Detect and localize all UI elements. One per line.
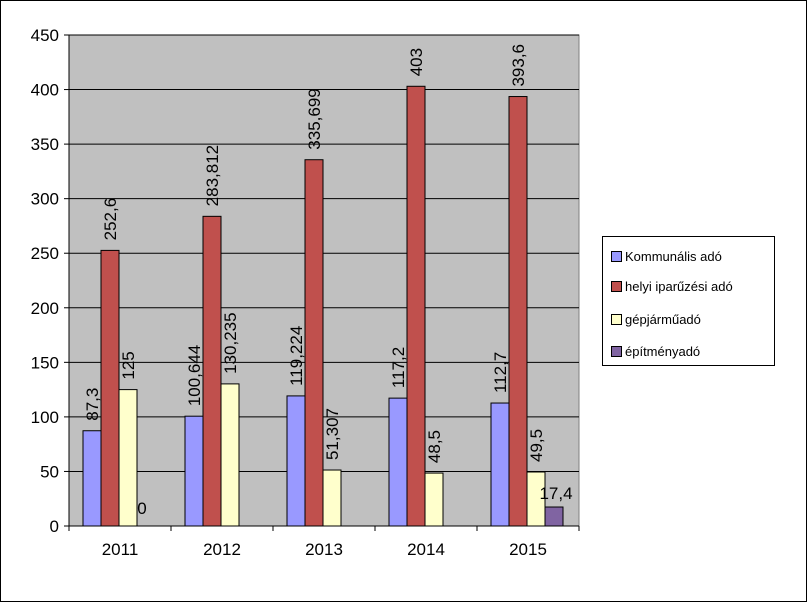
legend-swatch bbox=[611, 345, 622, 357]
data-label: 117,2 bbox=[389, 347, 408, 388]
legend-label: gépjárműadó bbox=[625, 311, 701, 327]
bar bbox=[508, 96, 528, 527]
legend-label: építményadó bbox=[625, 343, 701, 359]
legend-item-iparuzesi: helyi iparűzési adó bbox=[611, 277, 733, 295]
y-tick-label: 300 bbox=[31, 190, 59, 209]
bar bbox=[100, 249, 120, 527]
y-tick-label: 0 bbox=[50, 517, 59, 536]
data-label: 393,6 bbox=[509, 44, 528, 87]
legend-item-kommunalis: Kommunális adó bbox=[611, 247, 722, 265]
y-tick-label: 350 bbox=[31, 135, 59, 154]
bar bbox=[406, 85, 426, 527]
x-tick-label: 2015 bbox=[509, 540, 547, 559]
bar bbox=[322, 469, 342, 527]
data-label: 252,6 bbox=[101, 198, 120, 241]
data-label: 335,699 bbox=[305, 88, 324, 149]
data-label: 130,235 bbox=[221, 312, 240, 373]
legend: Kommunális adó helyi iparűzési adó gépjá… bbox=[602, 236, 775, 366]
data-label: 125 bbox=[119, 351, 138, 379]
data-label: 100,644 bbox=[185, 345, 204, 406]
bar bbox=[544, 506, 564, 527]
legend-item-gepjarmu: gépjárműadó bbox=[611, 310, 701, 328]
data-label: 283,812 bbox=[203, 145, 222, 206]
bar bbox=[82, 430, 102, 527]
legend-item-epitmeny: építményadó bbox=[611, 342, 700, 360]
legend-swatch bbox=[611, 280, 622, 292]
y-tick-label: 400 bbox=[31, 81, 59, 100]
bar bbox=[490, 402, 510, 527]
y-tick-label: 200 bbox=[31, 299, 59, 318]
legend-swatch bbox=[611, 313, 622, 325]
legend-label: helyi iparűzési adó bbox=[625, 278, 733, 294]
y-tick-label: 450 bbox=[31, 26, 59, 45]
data-label: 0 bbox=[137, 499, 146, 518]
data-label: 119,224 bbox=[287, 326, 306, 386]
y-tick-label: 50 bbox=[40, 462, 59, 481]
data-label: 87,3 bbox=[83, 388, 102, 421]
data-label: 112,7 bbox=[491, 352, 510, 393]
bar bbox=[388, 397, 408, 527]
y-tick-label: 100 bbox=[31, 408, 59, 427]
data-label: 17,4 bbox=[539, 484, 572, 503]
y-tick-label: 150 bbox=[31, 353, 59, 372]
x-tick-label: 2014 bbox=[407, 540, 445, 559]
legend-label: Kommunális adó bbox=[625, 248, 722, 264]
data-label: 403 bbox=[407, 48, 426, 76]
bar bbox=[424, 472, 444, 527]
x-tick-label: 2013 bbox=[305, 540, 343, 559]
x-tick-label: 2012 bbox=[203, 540, 241, 559]
data-label: 49,5 bbox=[527, 429, 546, 462]
bar bbox=[526, 471, 546, 527]
bar bbox=[118, 389, 138, 527]
bar bbox=[286, 395, 306, 527]
bar bbox=[202, 215, 222, 527]
bar bbox=[220, 383, 240, 527]
data-label: 48,5 bbox=[425, 430, 444, 463]
bar bbox=[184, 415, 204, 527]
bar bbox=[304, 159, 324, 527]
y-tick-label: 250 bbox=[31, 244, 59, 263]
x-tick-label: 2011 bbox=[102, 540, 139, 559]
legend-swatch bbox=[611, 250, 622, 262]
data-label: 51,307 bbox=[323, 408, 342, 460]
